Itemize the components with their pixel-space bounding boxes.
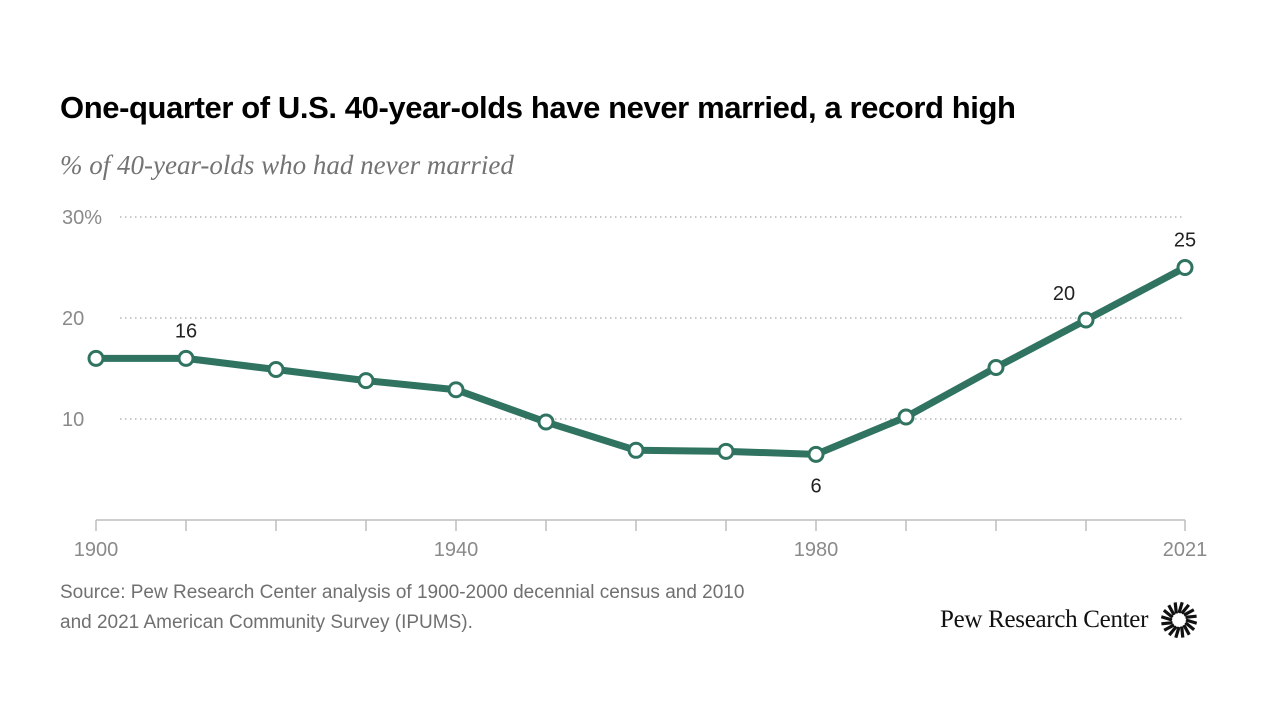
sunburst-ray [1160,615,1173,622]
data-point [537,413,555,431]
sunburst-ray [1185,618,1198,625]
gridlines [120,216,1185,420]
sunburst-ray [1182,624,1191,636]
data-point [1077,311,1095,329]
x-tick-label: 1900 [74,539,119,561]
sunburst-ray [1162,609,1174,619]
data-point [717,442,735,460]
data-point [807,445,825,463]
sunburst-ray [1173,602,1179,614]
x-tick-label: 2021 [1163,539,1208,561]
sunburst-ray [1174,626,1181,639]
data-label: 20 [1053,283,1075,305]
series-line [92,264,1189,458]
y-tick-label: 10 [62,409,84,431]
line-chart: 10 20 30% 1900 1940 1980 2021 16 6 20 25 [62,207,1208,561]
data-label: 16 [175,320,197,342]
source-note: Source: Pew Research Center analysis of … [60,582,745,633]
sunburst-ray [1184,621,1196,631]
y-tick-labels: 10 20 30% [62,207,102,431]
chart-subtitle: % of 40-year-olds who had never married [60,150,514,180]
data-point [987,358,1005,376]
x-tick-labels: 1900 1940 1980 2021 [74,539,1208,561]
logo-text: Pew Research Center [940,606,1149,633]
data-label: 6 [810,475,821,497]
data-point [177,349,195,367]
sunburst-ray [1180,626,1185,638]
data-labels: 16 6 20 25 [175,230,1196,498]
data-point [87,349,105,367]
y-tick-label: 20 [62,308,84,330]
sunburst-ray [1168,625,1178,637]
sunburst-ray [1177,601,1184,614]
data-label: 25 [1174,230,1196,252]
data-point [897,408,915,426]
series-line [92,264,1189,458]
pew-logo: Pew Research Center [940,600,1198,640]
data-point [357,372,375,390]
data-points [87,259,1194,463]
sunburst-ray [1161,621,1173,626]
sunburst-ray [1180,603,1191,615]
data-point [267,361,285,379]
x-axis [95,519,1186,531]
chart-title: One-quarter of U.S. 40-year-olds have ne… [60,90,1016,125]
x-tick-label: 1940 [434,539,479,561]
sunburst-ray [1183,608,1195,617]
sunburst-ray [1163,623,1175,632]
data-point [627,441,645,459]
data-point [1176,259,1194,276]
sunburst-ray [1185,614,1197,619]
pew-sunburst-icon [1160,601,1198,639]
data-point [447,381,465,399]
x-tick-label: 1980 [794,539,839,561]
y-tick-label: 30% [62,207,102,229]
sunburst-ray [1167,604,1176,616]
